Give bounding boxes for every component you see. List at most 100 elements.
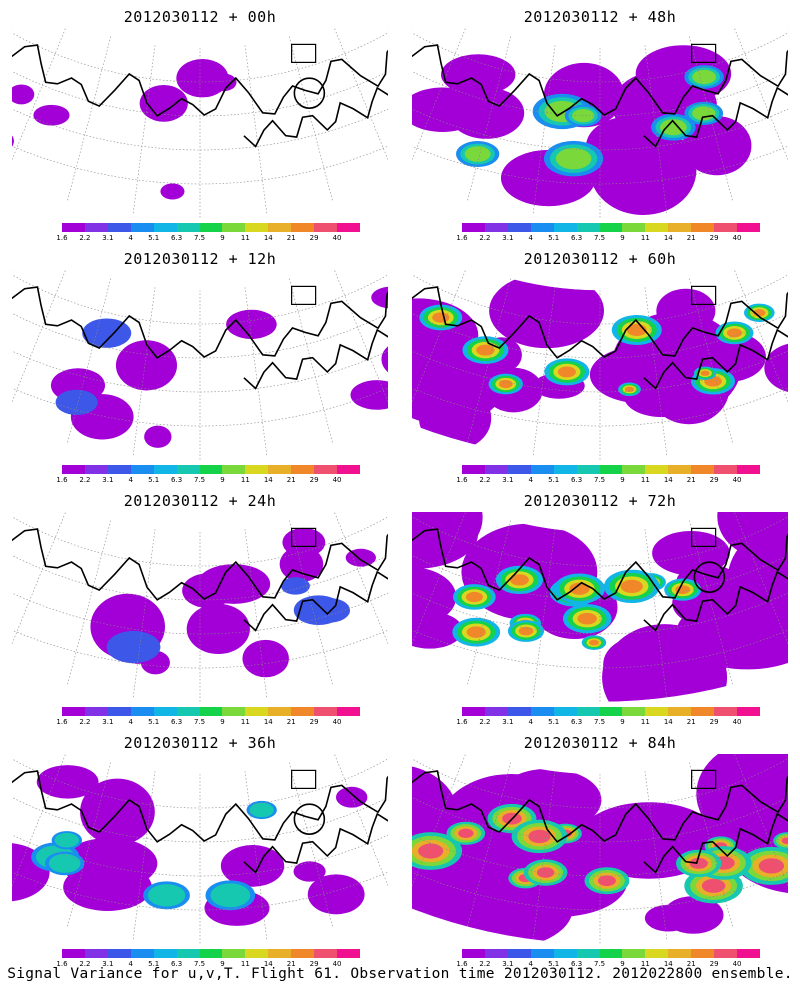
colorbar-swatch — [622, 223, 646, 232]
variance-map — [412, 270, 788, 460]
colorbar-swatch — [222, 707, 246, 716]
panel-48h: 2012030112 + 48h 1.6 2.2 3.1 4 5.1 6.3 7.5 9 11 1… — [400, 0, 800, 242]
variance-field — [412, 45, 752, 216]
meridian-line — [688, 278, 733, 443]
colorbar-tick-label: 6.3 — [571, 476, 583, 484]
island-cluster — [691, 285, 717, 305]
variance-blob — [489, 273, 605, 349]
colorbar-swatch — [314, 707, 338, 716]
colorbar-swatch — [645, 465, 669, 474]
colorbar-swatch — [268, 223, 292, 232]
variance-core — [280, 577, 310, 595]
colorbar-swatch — [176, 465, 200, 474]
graticule — [12, 512, 388, 702]
colorbar-tick-label: 4 — [528, 718, 533, 726]
variance-blob — [350, 380, 388, 410]
colorbar-swatch — [645, 707, 669, 716]
variance-blob — [764, 342, 788, 393]
meridian-line — [288, 278, 333, 443]
latitude-line — [12, 516, 388, 567]
variance-field — [412, 754, 788, 944]
colorbar-tick-label: 3.1 — [102, 476, 114, 484]
colorbar-swatch — [576, 707, 600, 716]
colorbar-tick-label: 9 — [220, 960, 225, 968]
graticule — [12, 754, 388, 944]
colorbar-tick-label: 11 — [640, 476, 650, 484]
colorbar-swatch — [462, 223, 485, 232]
variance-blob — [603, 637, 671, 693]
variance-blob — [226, 309, 277, 339]
meridian-line — [12, 512, 66, 645]
observation-circle — [293, 803, 326, 835]
colorbar-swatch — [199, 223, 223, 232]
colorbar-swatch — [62, 949, 85, 958]
colorbar-tick-label: 7.5 — [593, 960, 606, 968]
colorbar-swatch — [337, 707, 360, 716]
colorbar-swatch — [268, 949, 292, 958]
map-domain-outline — [12, 754, 388, 944]
panel-title: 2012030112 + 12h — [123, 250, 277, 268]
variance-map — [12, 512, 388, 702]
meridian-line — [734, 512, 788, 645]
colorbar-tick-label: 14 — [663, 234, 673, 242]
meridian-line — [67, 762, 112, 927]
colorbar-swatch — [130, 465, 154, 474]
latitude-line — [412, 32, 788, 83]
variance-blob — [282, 527, 326, 557]
coastline — [412, 769, 788, 874]
coastline — [412, 43, 788, 148]
observation-circle — [293, 77, 326, 109]
latitude-line — [412, 350, 788, 393]
meridian-line — [288, 762, 333, 927]
colorbar-swatch — [737, 707, 760, 716]
colorbar-swatch — [484, 465, 508, 474]
colorbar-tick-label: 40 — [332, 476, 342, 484]
colorbar-tick-label: 1.6 — [456, 476, 468, 484]
variance-core — [518, 626, 534, 636]
colorbar-swatch — [714, 465, 738, 474]
colorbar-swatch — [462, 707, 485, 716]
variance-core — [659, 119, 687, 136]
variance-core — [106, 630, 161, 664]
latitude-line — [412, 516, 788, 567]
variance-map — [12, 28, 388, 218]
meridian-line — [688, 762, 733, 927]
meridian-line — [12, 754, 66, 887]
meridian-line — [644, 287, 668, 456]
colorbar-swatch — [337, 223, 360, 232]
colorbar-tick-label: 21 — [286, 476, 296, 484]
variance-field — [12, 59, 237, 200]
colorbar-tick-label: 7.5 — [593, 234, 606, 242]
variance-blob — [197, 564, 271, 604]
colorbar-swatch — [199, 707, 223, 716]
meridian-line — [467, 520, 512, 685]
colorbar-tick-label: 9 — [620, 234, 625, 242]
variance-blob — [412, 87, 484, 133]
coastline — [12, 43, 388, 148]
colorbar-tick-label: 6.3 — [171, 234, 183, 242]
variance-blob — [371, 286, 388, 309]
colorbar-swatch — [507, 465, 531, 474]
latitude-line — [12, 312, 388, 359]
colorbar-labels: 1.6 2.2 3.1 4 5.1 6.3 7.5 9 11 14 21 29 40 — [56, 476, 360, 486]
variance-blob — [589, 125, 697, 216]
map-domain-outline — [12, 270, 388, 460]
colorbar-tick-label: 4 — [528, 476, 533, 484]
colorbar-swatch — [199, 949, 223, 958]
colorbar-tick-label: 7.5 — [593, 476, 606, 484]
coastline — [12, 769, 388, 874]
variance-core — [692, 69, 716, 85]
colorbar-tick-label: 29 — [309, 476, 319, 484]
variance-core — [726, 328, 743, 338]
colorbar-tick-label: 2.2 — [479, 960, 491, 968]
meridian-line — [532, 45, 556, 214]
colorbar-tick-label: 4 — [528, 234, 533, 242]
colorbar-swatch — [291, 949, 315, 958]
variance-field — [50, 286, 388, 448]
coastline-path — [643, 812, 788, 874]
colorbar-labels: 1.6 2.2 3.1 4 5.1 6.3 7.5 9 11 14 21 29 40 — [456, 234, 760, 244]
variance-core — [458, 828, 474, 838]
colorbar-tick-label: 2.2 — [479, 476, 491, 484]
variance-blob — [293, 861, 326, 882]
variance-core — [432, 312, 450, 323]
